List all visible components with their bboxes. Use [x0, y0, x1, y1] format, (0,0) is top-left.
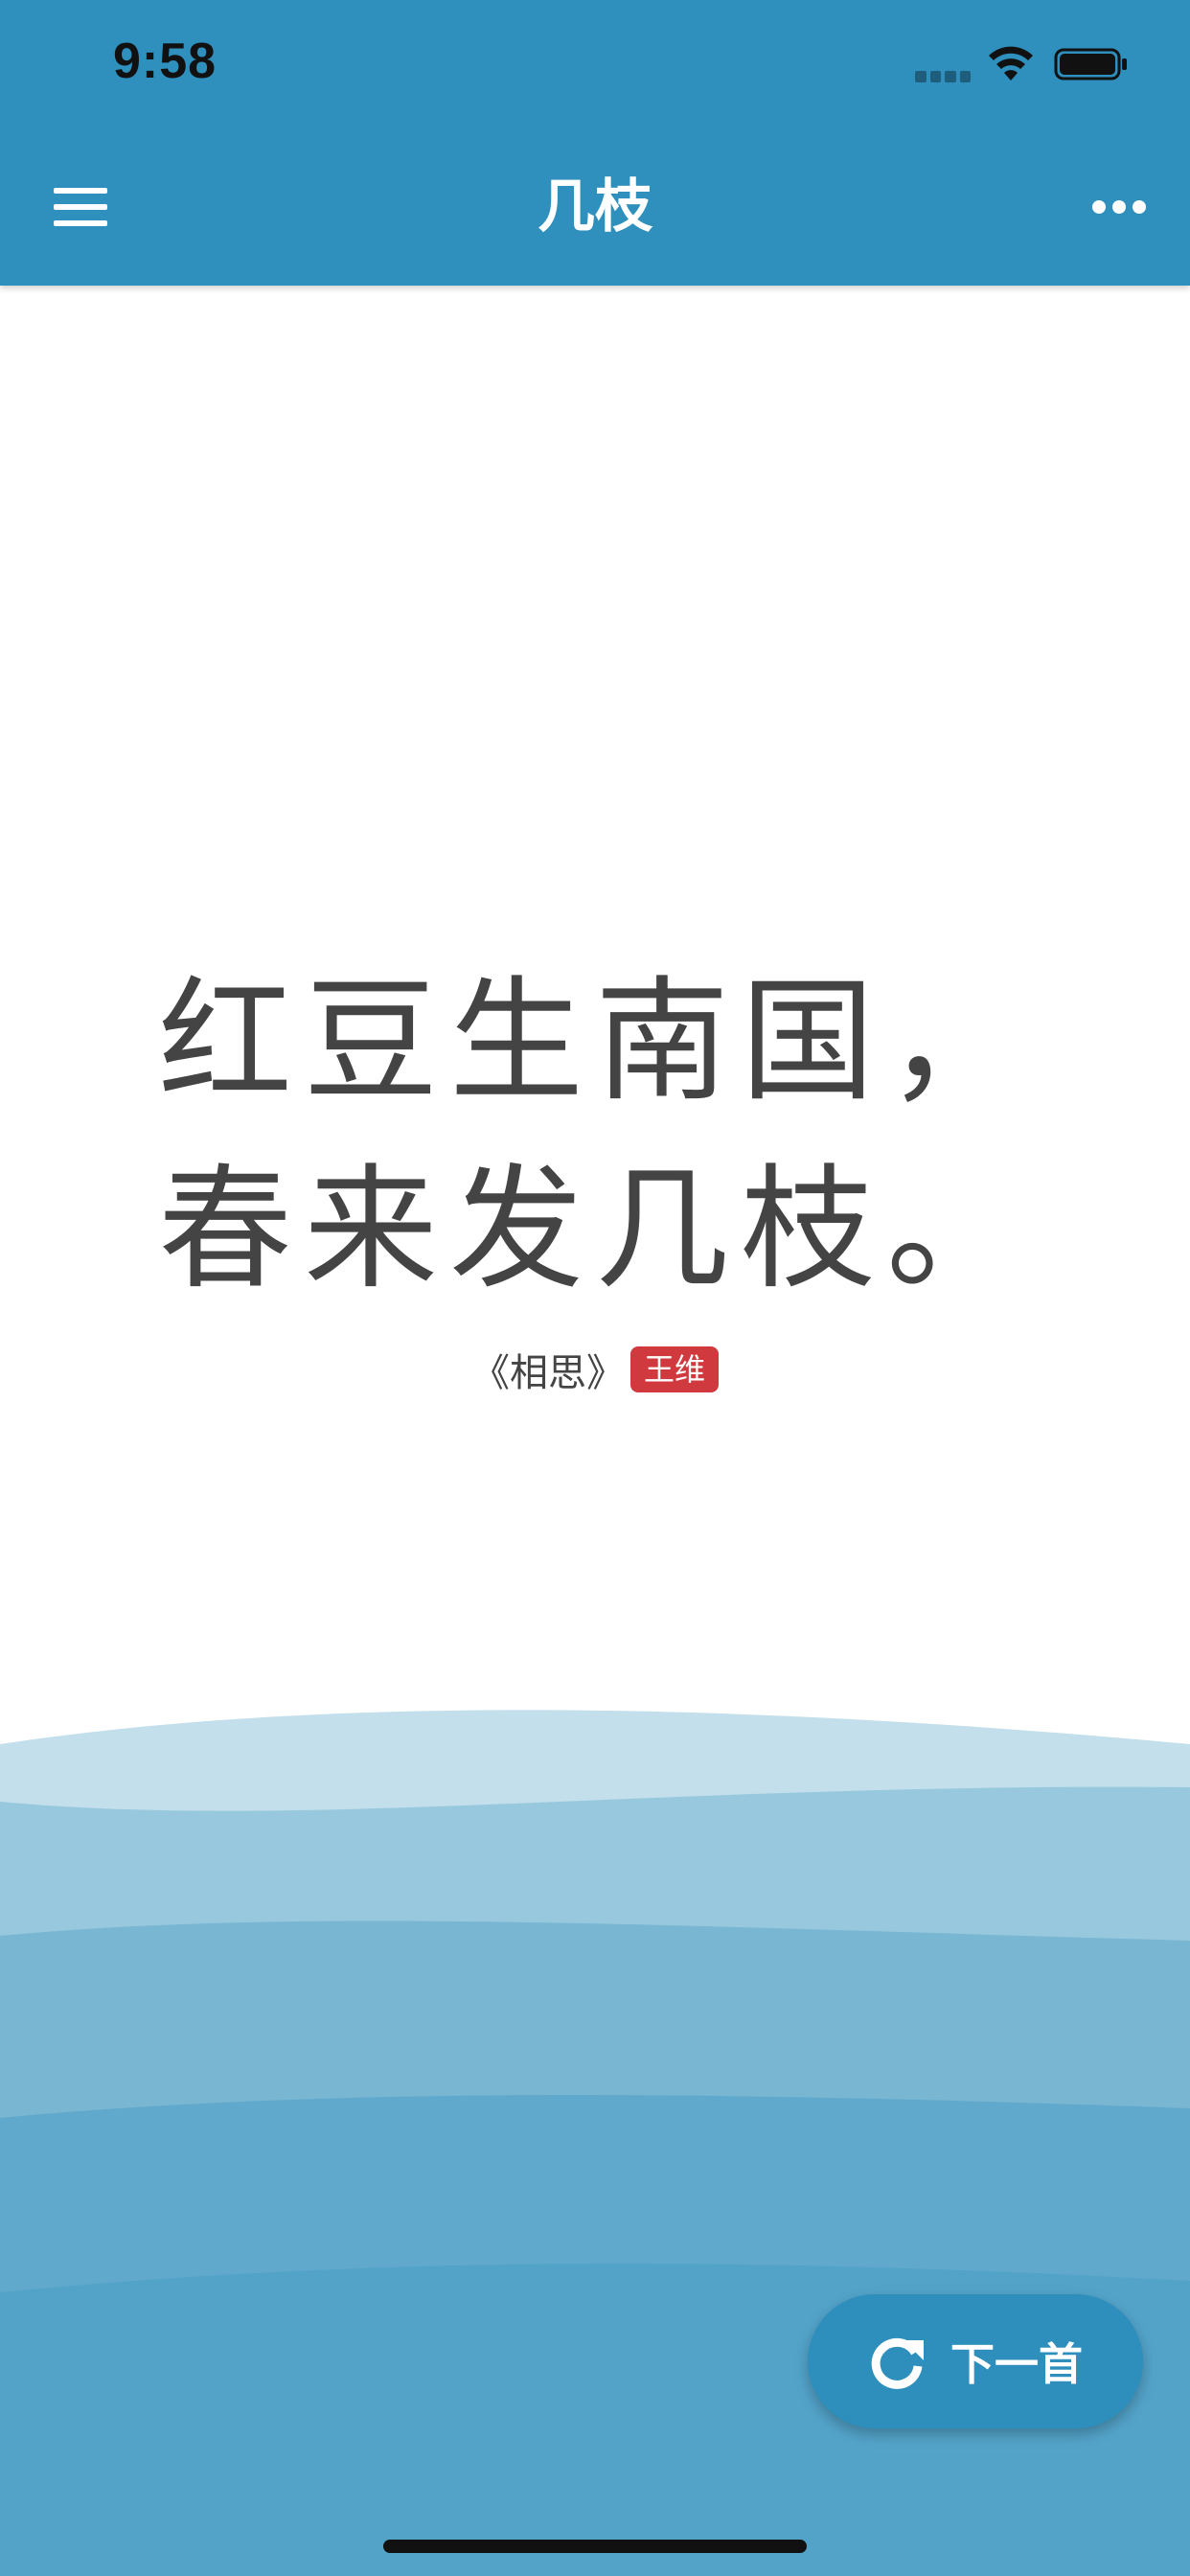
menu-button[interactable] [54, 188, 107, 226]
battery-icon [1054, 48, 1127, 80]
more-button[interactable] [1092, 197, 1146, 217]
poem-meta: 《相思》 王维 [0, 1342, 1190, 1397]
poem-line-2: 春来发几枝。 [157, 1152, 1032, 1308]
author-badge[interactable]: 王维 [629, 1346, 719, 1392]
wifi-icon [989, 46, 1033, 80]
more-horizontal-icon [1092, 200, 1106, 214]
home-indicator[interactable] [383, 2540, 807, 2553]
poem-line-1: 红豆生南国， [157, 964, 1032, 1120]
wave-background [0, 1710, 1190, 2576]
page-title: 几枝 [538, 173, 652, 241]
next-poem-label: 下一首 [950, 2338, 1083, 2390]
hamburger-menu-icon [54, 188, 107, 194]
top-bar: 9:58 几枝 [0, 0, 1190, 286]
cellular-signal-icon [915, 71, 971, 82]
poem-title[interactable]: 《相思》 [470, 1351, 625, 1395]
poem-text: 红豆生南国， 春来发几枝。 [0, 949, 1190, 1324]
refresh-icon [871, 2337, 924, 2389]
status-time: 9:58 [113, 34, 217, 89]
next-poem-button[interactable]: 下一首 [808, 2294, 1143, 2428]
